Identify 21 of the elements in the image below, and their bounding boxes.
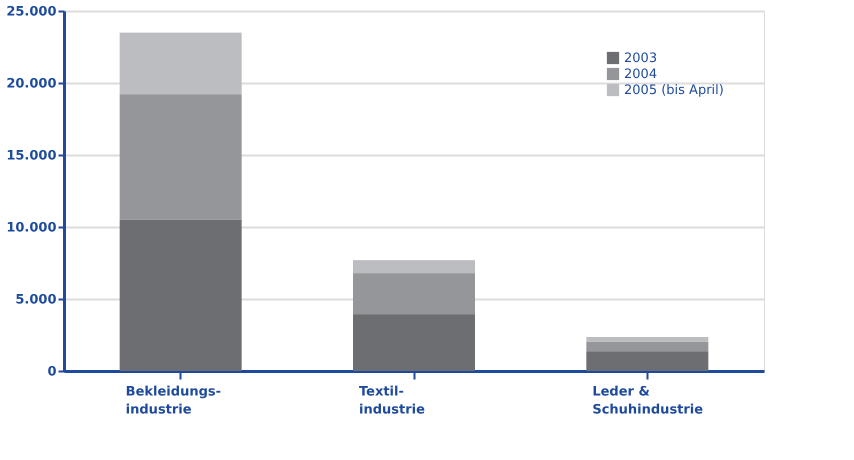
- bar: [120, 220, 242, 371]
- bar: [353, 273, 475, 314]
- legend-label: 2004: [624, 67, 658, 82]
- bar: [586, 337, 708, 342]
- bar: [120, 32, 242, 95]
- y-tick-label: 0: [47, 364, 56, 380]
- bar: [586, 342, 708, 352]
- x-tick-label: Textil- industrie: [359, 384, 426, 418]
- y-tick-label: 5.000: [15, 292, 56, 308]
- y-tick-label: 10.000: [6, 220, 56, 236]
- legend-label: 2003: [624, 51, 658, 66]
- y-tick-label: 15.000: [6, 148, 56, 164]
- x-tick-label: Bekleidungs- industrie: [126, 384, 222, 418]
- legend-label: 2005 (bis April): [624, 83, 724, 98]
- bar: [353, 314, 475, 371]
- bar: [586, 351, 708, 371]
- x-tick-label: Leder & Schuhindustrie: [592, 384, 704, 418]
- y-tick-label: 25.000: [6, 4, 56, 20]
- bar: [120, 94, 242, 220]
- bar: [353, 260, 475, 274]
- y-tick-label: 20.000: [6, 76, 56, 92]
